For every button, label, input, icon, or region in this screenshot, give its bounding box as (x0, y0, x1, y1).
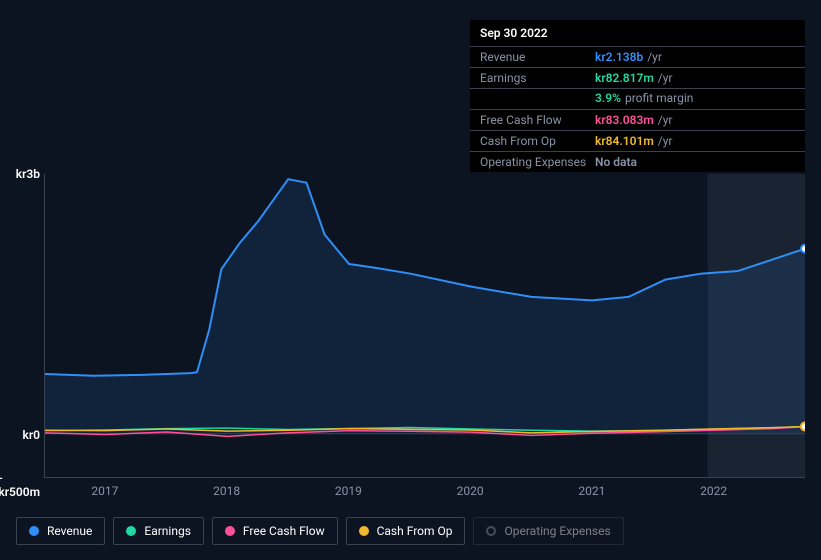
tooltip-unit: /yr (658, 113, 673, 127)
plot-area[interactable] (44, 174, 805, 478)
x-axis-label: 2019 (335, 484, 362, 498)
tooltip-label: Free Cash Flow (480, 113, 595, 127)
legend-label: Free Cash Flow (243, 524, 325, 538)
tooltip-value: kr84.101m (595, 134, 654, 148)
tooltip-unit: /yr (658, 134, 673, 148)
tooltip-unit: /yr (647, 50, 662, 64)
tooltip-row: Earningskr82.817m/yr (470, 68, 805, 89)
legend-label: Operating Expenses (504, 524, 610, 538)
legend-label: Revenue (47, 524, 92, 538)
tooltip-unit: /yr (658, 71, 673, 85)
series-area-revenue (45, 179, 805, 434)
tooltip-value: kr2.138b (595, 50, 643, 64)
tooltip-row: Cash From Opkr84.101m/yr (470, 131, 805, 152)
legend-label: Earnings (144, 524, 191, 538)
y-axis-label: -kr500m (0, 471, 40, 499)
y-axis-label: kr3b (16, 167, 40, 181)
series-end-marker-revenue (801, 245, 805, 253)
tooltip-value: kr82.817m (595, 71, 654, 85)
tooltip-row: Revenuekr2.138b/yr (470, 47, 805, 68)
legend-item-revenue[interactable]: Revenue (16, 517, 105, 545)
legend-dot-icon (225, 526, 235, 536)
x-axis-label: 2020 (457, 484, 484, 498)
x-axis-label: 2022 (700, 484, 727, 498)
tooltip-label: Revenue (480, 50, 595, 64)
tooltip-label: Cash From Op (480, 134, 595, 148)
tooltip-row: Free Cash Flowkr83.083m/yr (470, 110, 805, 131)
series-end-marker-cfo (801, 422, 805, 430)
legend-label: Cash From Op (377, 524, 453, 538)
legend-item-opex[interactable]: Operating Expenses (473, 517, 623, 545)
y-axis-label: kr0 (22, 428, 40, 442)
legend-ring-icon (486, 526, 496, 536)
legend-dot-icon (126, 526, 136, 536)
legend-dot-icon (359, 526, 369, 536)
tooltip-subrow: 3.9%profit margin (470, 89, 805, 110)
x-axis-label: 2017 (91, 484, 118, 498)
x-axis-label: 2021 (578, 484, 605, 498)
legend-item-earnings[interactable]: Earnings (113, 517, 204, 545)
chart-legend: Revenue Earnings Free Cash Flow Cash From O… (16, 517, 624, 545)
tooltip-title: Sep 30 2022 (470, 20, 805, 47)
tooltip-label: Earnings (480, 71, 595, 85)
tooltip-value: kr83.083m (595, 113, 654, 127)
legend-item-cfo[interactable]: Cash From Op (346, 517, 466, 545)
chart-tooltip: Sep 30 2022 Revenuekr2.138b/yrEarningskr… (470, 20, 805, 172)
x-axis-label: 2018 (213, 484, 240, 498)
financials-chart: kr3bkr0-kr500m 201720182019202020212022 (16, 158, 805, 478)
legend-dot-icon (29, 526, 39, 536)
legend-item-fcf[interactable]: Free Cash Flow (212, 517, 338, 545)
